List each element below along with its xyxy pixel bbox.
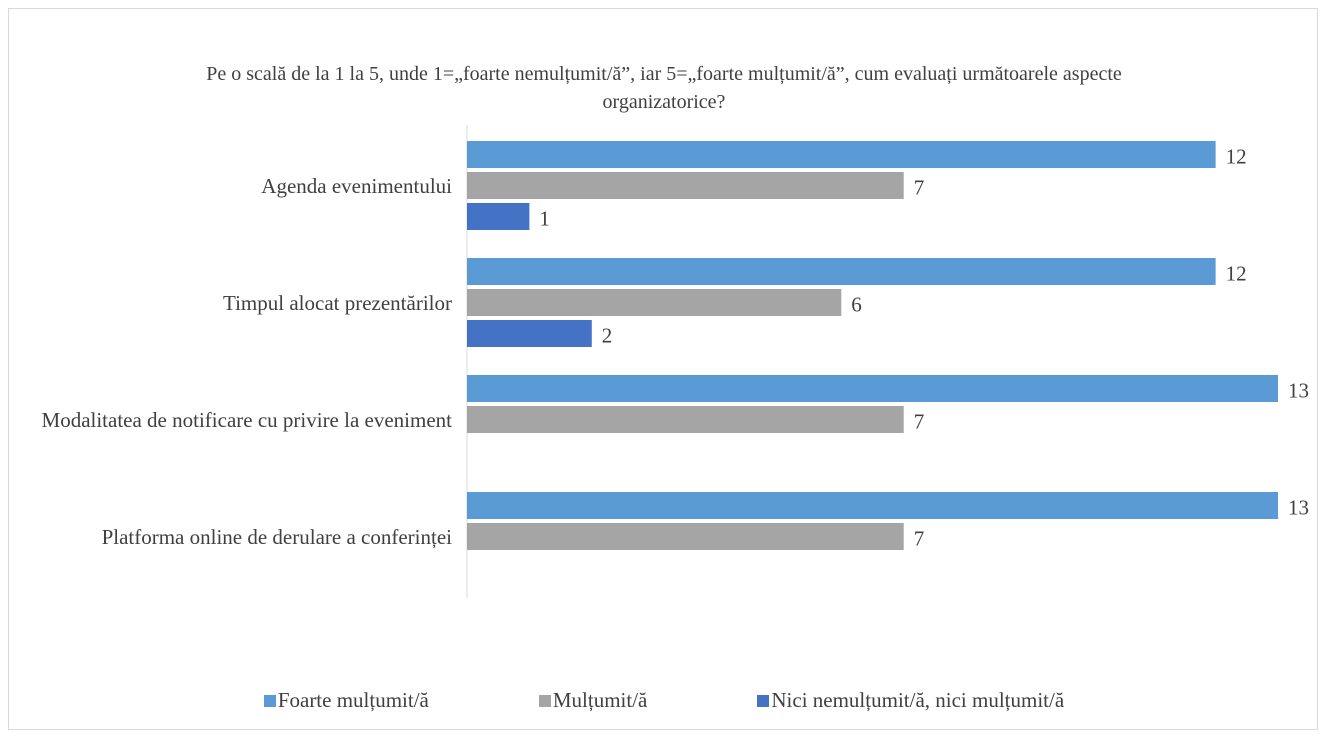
legend-item: Foarte mulțumit/ă xyxy=(263,688,429,713)
bar xyxy=(467,523,904,550)
value-label: 2 xyxy=(601,323,613,347)
value-label: 12 xyxy=(1225,144,1247,168)
bar xyxy=(467,289,842,316)
legend-swatch xyxy=(263,694,276,707)
legend-swatch xyxy=(538,694,551,707)
bar xyxy=(467,172,904,199)
value-label: 6 xyxy=(851,292,862,316)
legend-swatch xyxy=(757,694,770,707)
value-label: 7 xyxy=(913,409,925,433)
bar xyxy=(467,203,530,230)
category-label: Platforma online de derulare a conferinț… xyxy=(12,523,452,551)
bar xyxy=(467,141,1216,168)
value-label: 1 xyxy=(539,206,550,230)
category-label: Agenda evenimentului xyxy=(12,172,452,200)
category-label: Timpul alocat prezentărilor xyxy=(12,289,452,317)
bar xyxy=(467,258,1216,285)
legend-label: Foarte mulțumit/ă xyxy=(277,688,429,712)
bar xyxy=(467,492,1278,519)
legend-label: Mulțumit/ă xyxy=(552,688,648,712)
bar xyxy=(467,320,592,347)
legend-item: Mulțumit/ă xyxy=(538,688,648,713)
value-label: 13 xyxy=(1288,495,1309,519)
category-text: Agenda evenimentului xyxy=(261,173,452,198)
bar xyxy=(467,406,904,433)
chart-border xyxy=(8,8,1318,730)
category-text: Platforma online de derulare a conferinț… xyxy=(101,524,452,549)
category-text: Modalitatea de notificare cu privire la … xyxy=(41,407,452,432)
bar xyxy=(467,375,1278,402)
legend-item: Nici nemulțumit/ă, nici mulțumit/ă xyxy=(757,688,1064,713)
category-label: Modalitatea de notificare cu privire la … xyxy=(12,406,452,434)
category-text: Timpul alocat prezentărilor xyxy=(223,290,452,315)
chart-title: Pe o scală de la 1 la 5, unde 1=„foarte … xyxy=(206,63,1122,113)
legend-label: Nici nemulțumit/ă, nici mulțumit/ă xyxy=(771,688,1065,712)
value-label: 7 xyxy=(913,175,925,199)
value-label: 12 xyxy=(1225,261,1247,285)
value-label: 13 xyxy=(1288,378,1309,402)
legend: Foarte mulțumit/ă Mulțumit/ă Nici nemulțum… xyxy=(0,688,1328,713)
value-label: 7 xyxy=(913,526,925,550)
